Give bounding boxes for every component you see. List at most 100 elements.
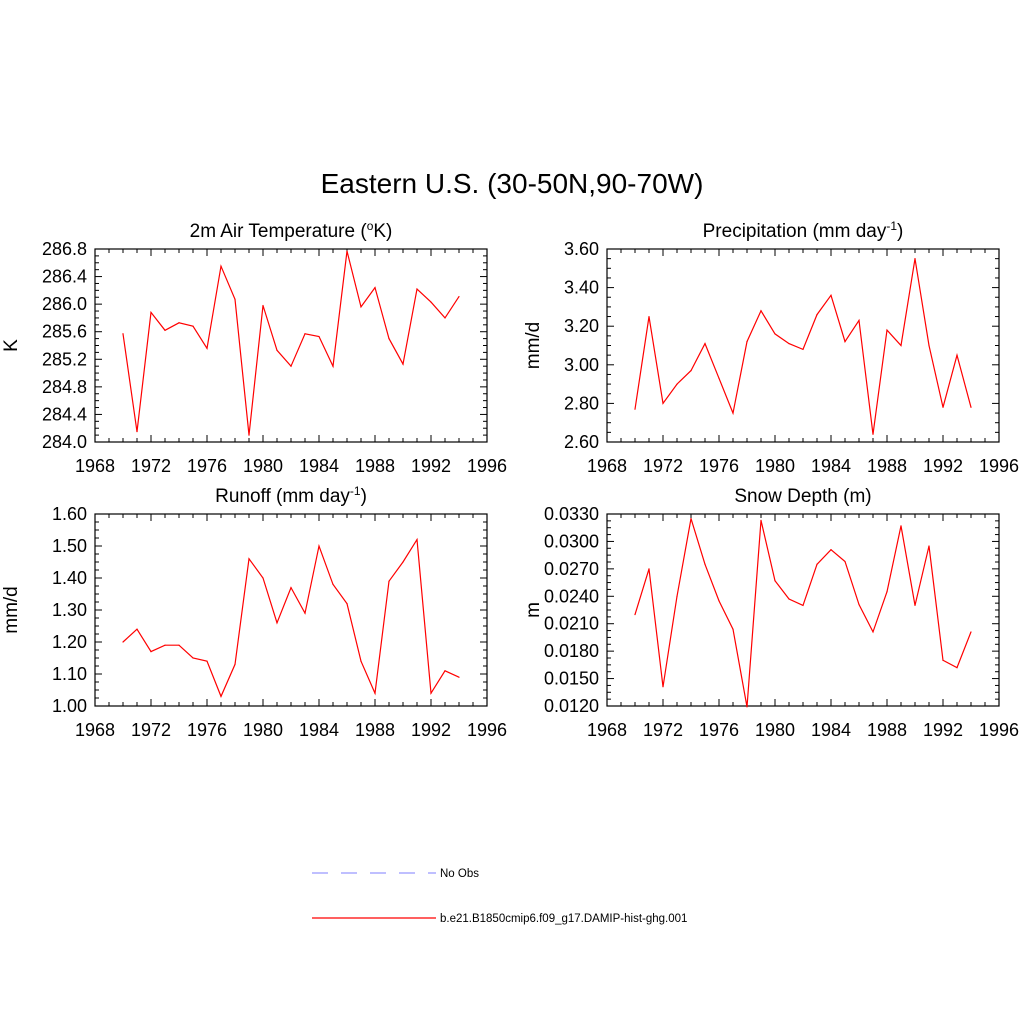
y-tick-label: 0.0120 <box>544 696 599 716</box>
series-line <box>122 250 460 436</box>
data-point <box>360 306 362 308</box>
data-point <box>872 433 874 435</box>
data-point <box>220 265 222 267</box>
plot-frame <box>94 513 488 707</box>
x-tick-label: 1968 <box>587 456 627 476</box>
data-point <box>704 563 706 565</box>
panel-title: Precipitation (mm day-1) <box>703 219 904 242</box>
y-axis-label: m <box>523 602 544 618</box>
series-line <box>122 537 460 698</box>
legend-label-1: No Obs <box>440 868 479 880</box>
data-point <box>676 383 678 385</box>
x-tick-label: 1972 <box>643 720 683 740</box>
data-point <box>136 628 138 630</box>
x-tick-label: 1996 <box>979 456 1019 476</box>
data-point <box>262 304 264 307</box>
data-point <box>914 604 916 607</box>
data-point <box>886 329 888 331</box>
data-point <box>416 288 418 290</box>
data-point <box>802 604 804 607</box>
series-line <box>634 258 972 435</box>
data-point <box>634 613 636 616</box>
data-point <box>346 250 348 252</box>
data-point <box>662 686 664 688</box>
data-point <box>164 644 166 646</box>
data-point <box>388 338 390 340</box>
data-point <box>704 342 706 345</box>
data-point <box>928 545 930 547</box>
data-point <box>178 644 180 646</box>
data-point <box>346 603 348 605</box>
y-tick-label: 0.0210 <box>544 614 599 634</box>
data-point <box>276 622 278 624</box>
y-tick-label: 2.60 <box>564 432 599 452</box>
data-point <box>248 558 250 560</box>
y-tick-label: 286.8 <box>42 239 87 259</box>
data-point <box>648 315 650 318</box>
y-tick-label: 1.30 <box>52 600 87 620</box>
data-point <box>900 525 902 527</box>
panel-title: Snow Depth (m) <box>734 486 871 507</box>
y-tick-label: 3.40 <box>564 278 599 298</box>
data-point <box>746 341 748 343</box>
y-tick-label: 1.20 <box>52 632 87 652</box>
x-tick-label: 1968 <box>75 456 115 476</box>
data-point <box>304 333 306 335</box>
x-tick-label: 1976 <box>699 720 739 740</box>
data-point <box>318 335 320 338</box>
data-point <box>634 408 636 410</box>
x-tick-label: 1972 <box>131 456 171 476</box>
x-tick-label: 1996 <box>467 720 507 740</box>
data-point <box>458 676 460 678</box>
data-point <box>732 628 734 630</box>
data-point <box>690 517 692 520</box>
data-point <box>360 660 362 662</box>
figure-title: Eastern U.S. (30-50N,90-70W) <box>320 168 704 199</box>
data-point <box>122 641 124 643</box>
data-point <box>872 631 874 633</box>
data-point <box>248 434 250 436</box>
data-point <box>718 377 720 379</box>
x-tick-label: 1976 <box>187 720 227 740</box>
x-tick-label: 1984 <box>811 456 851 476</box>
y-tick-label: 0.0300 <box>544 531 599 551</box>
y-tick-label: 0.0270 <box>544 559 599 579</box>
data-point <box>304 612 306 614</box>
data-point <box>858 319 860 322</box>
data-point <box>732 412 734 414</box>
data-point <box>774 580 776 582</box>
data-point <box>956 667 958 669</box>
x-tick-label: 1992 <box>923 720 963 740</box>
data-point <box>858 603 860 606</box>
data-point <box>970 406 972 408</box>
series-line <box>634 518 972 708</box>
data-point <box>458 295 460 298</box>
x-tick-label: 1992 <box>923 456 963 476</box>
data-point <box>402 561 404 563</box>
x-tick-label: 1996 <box>467 456 507 476</box>
y-tick-label: 3.60 <box>564 239 599 259</box>
data-point <box>788 342 790 345</box>
y-tick-label: 1.60 <box>52 504 87 524</box>
panel-title: 2m Air Temperature (oK) <box>190 219 393 242</box>
x-tick-label: 1992 <box>411 720 451 740</box>
x-tick-label: 1968 <box>587 720 627 740</box>
data-point <box>318 545 320 547</box>
x-tick-label: 1988 <box>355 720 395 740</box>
data-point <box>430 692 432 694</box>
data-point <box>262 577 264 579</box>
plot-panel-1: 1968 1972 1976 1980 1984 1988 1992 1996 284.0 284… <box>1 219 507 476</box>
data-point <box>802 348 804 350</box>
x-tick-label: 1980 <box>755 456 795 476</box>
x-tick-label: 1988 <box>867 720 907 740</box>
data-point <box>332 583 334 586</box>
data-point <box>164 329 166 331</box>
data-point <box>970 631 972 633</box>
data-point <box>760 519 762 522</box>
plot-panel-2: 1968 1972 1976 1980 1984 1988 1992 1996 2.60 2.80… <box>523 219 1019 476</box>
x-tick-label: 1976 <box>699 456 739 476</box>
data-point <box>928 344 930 347</box>
x-tick-label: 1984 <box>299 456 339 476</box>
